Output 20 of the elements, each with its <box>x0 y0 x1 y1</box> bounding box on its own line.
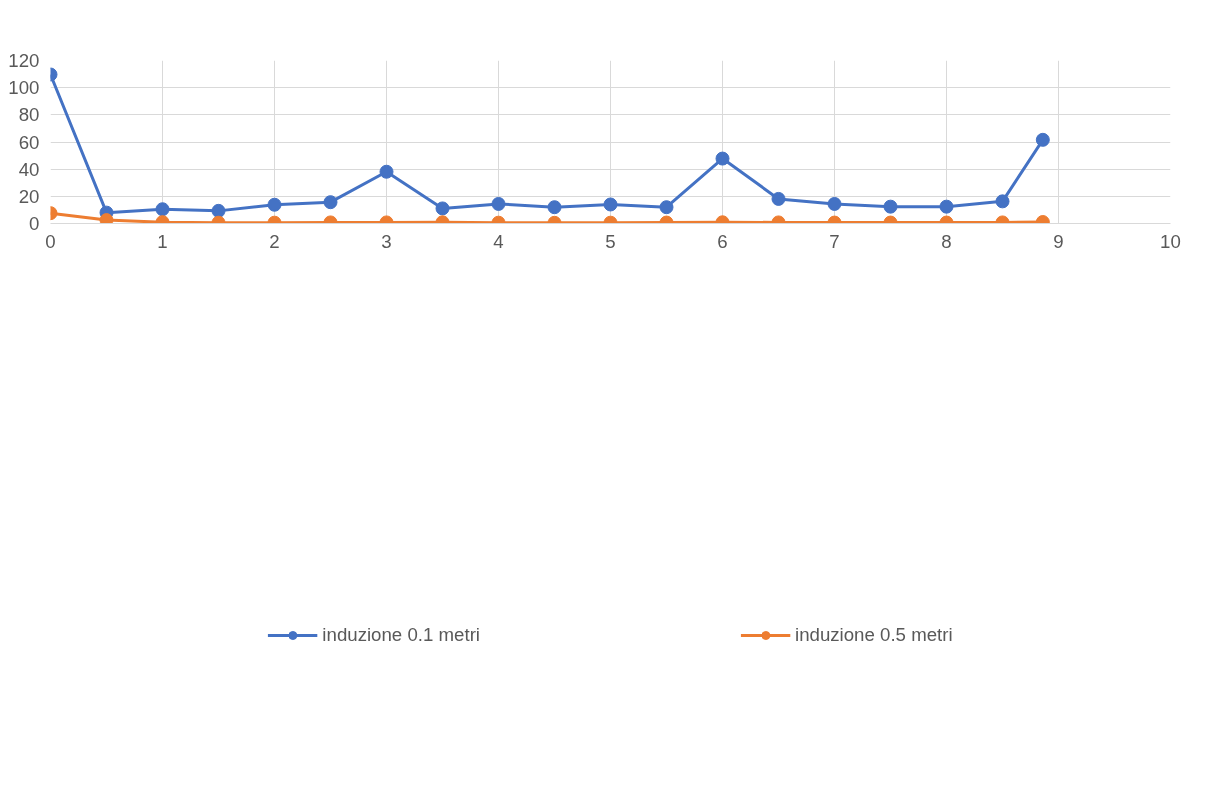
x-tick-label: 2 <box>269 230 280 252</box>
x-tick-label: 6 <box>717 230 728 252</box>
x-tick-label: 8 <box>941 230 952 252</box>
x-tick-label: 5 <box>605 230 616 252</box>
x-tick-label: 3 <box>381 230 392 252</box>
y-tick-label: 20 <box>18 185 40 207</box>
x-tick-label: 10 <box>1160 230 1181 252</box>
y-tick-label: 0 <box>29 213 40 234</box>
y-tick-label: 120 <box>8 50 40 71</box>
y-tick-label: 100 <box>8 77 40 99</box>
x-tick-label: 0 <box>45 230 56 252</box>
y-tick-label: 60 <box>18 131 40 153</box>
x-tick-label: 7 <box>829 230 840 252</box>
x-tick-label: 9 <box>1053 230 1064 252</box>
x-tick-label: 4 <box>493 230 504 252</box>
y-tick-label: 40 <box>18 158 40 180</box>
legend-label: induzione 0.1 metri <box>322 623 480 646</box>
y-tick-label: 80 <box>18 104 40 126</box>
legend-label: induzione 0.5 metri <box>795 623 953 646</box>
x-tick-label: 1 <box>157 230 168 252</box>
